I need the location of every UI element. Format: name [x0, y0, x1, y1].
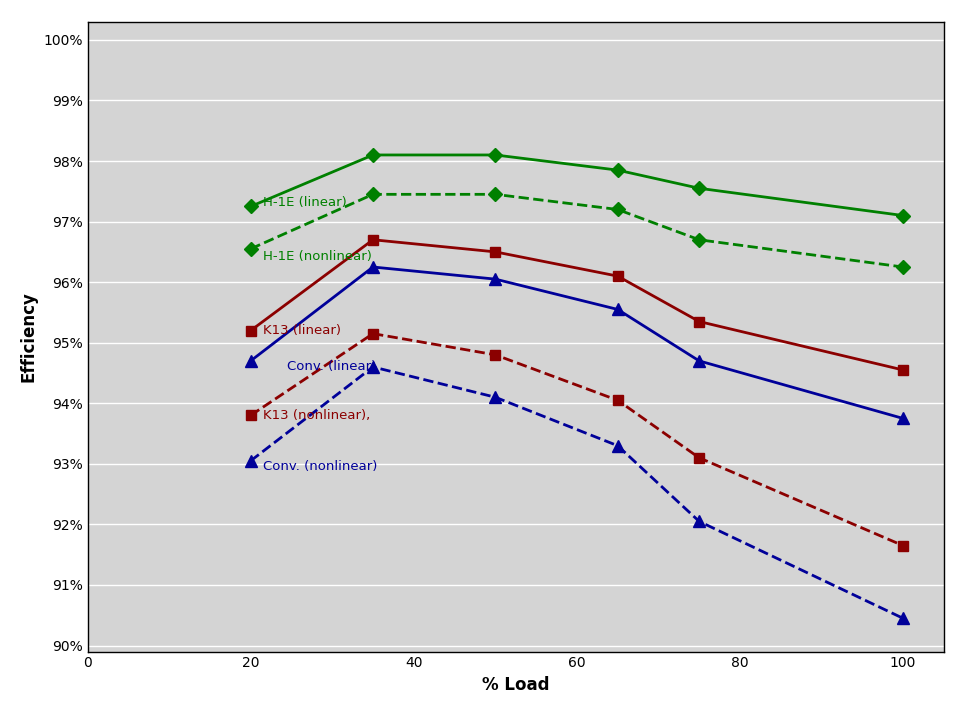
Text: H-1E (linear): H-1E (linear)	[263, 195, 346, 209]
Text: K13 (nonlinear),: K13 (nonlinear),	[263, 409, 370, 422]
Text: K13 (linear): K13 (linear)	[263, 324, 341, 337]
Y-axis label: Efficiency: Efficiency	[19, 291, 38, 382]
Text: H-1E (nonlinear): H-1E (nonlinear)	[263, 251, 372, 264]
Text: Conv. (nonlinear): Conv. (nonlinear)	[263, 460, 378, 473]
X-axis label: % Load: % Load	[482, 676, 550, 694]
Text: Conv. (linear): Conv. (linear)	[287, 361, 377, 374]
